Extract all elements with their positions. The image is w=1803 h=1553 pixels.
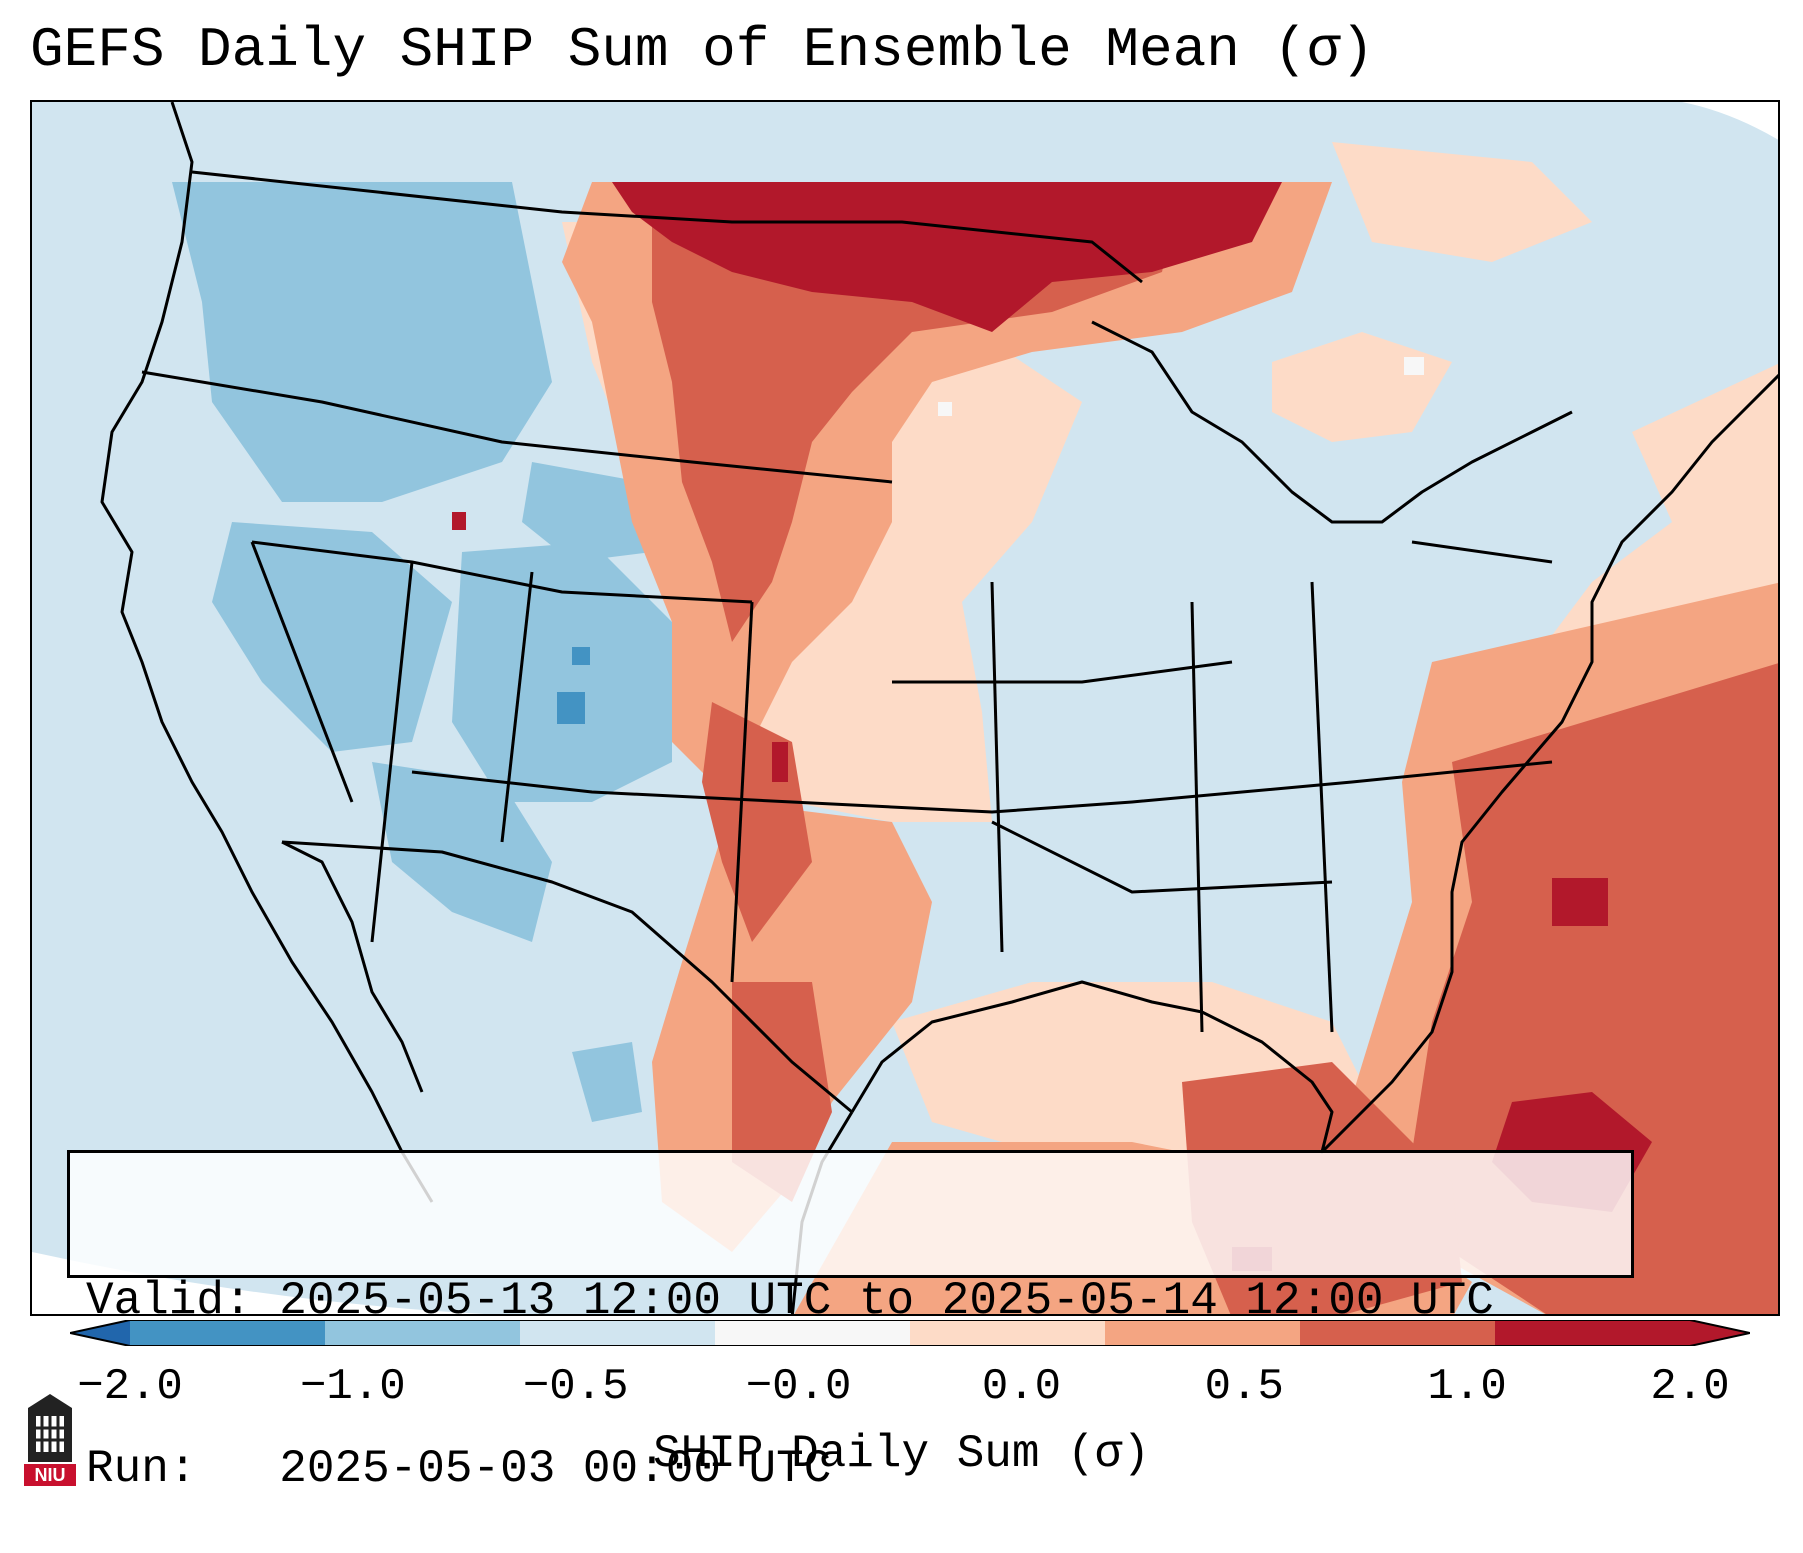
us-canada-border	[191, 170, 1143, 284]
state-line-2	[251, 540, 753, 604]
valid-time-box: Valid: 2025-05-13 12:00 UTC to 2025-05-1…	[67, 1150, 1634, 1495]
coastlines-and-borders	[100, 102, 1778, 1314]
pacific-coastline	[100, 102, 434, 1203]
run-value: 2025-05-03 00:00 UTC	[279, 1443, 832, 1495]
colorbar-tick-label: 0.5	[1204, 1362, 1284, 1412]
colorbar-label: SHIP Daily Sum (σ)	[653, 1428, 1150, 1480]
state-line-7	[730, 601, 754, 983]
state-line-12	[991, 820, 1333, 894]
colorbar-segment	[1495, 1320, 1691, 1346]
state-line-1	[141, 370, 893, 484]
projection-corner-left	[32, 1252, 485, 1314]
colorbar-segment	[910, 1320, 1106, 1346]
run-label: Run:	[86, 1443, 197, 1495]
colorbar-segment	[1300, 1320, 1496, 1346]
logo-text: NIU	[35, 1465, 66, 1485]
state-line-13	[1411, 540, 1553, 564]
colorbar-segment	[325, 1320, 521, 1346]
negative-anomaly-areas	[62, 182, 1752, 1272]
strong-negative-anomaly-spots	[557, 647, 590, 724]
projection-corner-top	[1682, 102, 1778, 140]
colorbar-tick-label: −1.0	[300, 1362, 406, 1412]
state-line-4	[500, 571, 534, 843]
state-line-6	[250, 541, 354, 803]
colorbar-tick-label: −0.0	[745, 1362, 852, 1412]
map-panel	[30, 100, 1780, 1316]
state-line-8	[990, 581, 1004, 953]
colorbar-tick-label: −0.5	[522, 1362, 629, 1412]
state-line-11	[892, 660, 1233, 684]
colorbar-segment	[1105, 1320, 1301, 1346]
great-lakes-shore	[1091, 320, 1573, 524]
colorbar-tick-label: 0.0	[981, 1362, 1062, 1412]
neutral-anomaly-spots	[938, 357, 1424, 416]
valid-label: Valid:	[86, 1275, 252, 1327]
colorbar-segment	[130, 1320, 326, 1346]
state-line-3	[411, 760, 1553, 814]
run-row: Run: 2025-05-03 00:00 UTC	[86, 1441, 1615, 1497]
map-title: GEFS Daily SHIP Sum of Ensemble Mean (σ)	[30, 18, 1375, 82]
niu-logo: NIU	[24, 1394, 76, 1486]
colorbar-tick-label: 1.0	[1427, 1362, 1507, 1412]
colorbar-segment	[715, 1320, 911, 1346]
state-line-10	[1310, 581, 1334, 1033]
colorbar-extend-high	[1690, 1320, 1750, 1346]
state-line-9	[1190, 601, 1204, 1033]
valid-value: 2025-05-13 12:00 UTC to 2025-05-14 12:00…	[279, 1275, 1494, 1327]
colorbar-tick-label: 2.0	[1650, 1362, 1730, 1412]
colorbar	[70, 1320, 1750, 1346]
us-mexico-border	[281, 840, 853, 1114]
anomaly-map	[32, 102, 1778, 1314]
colorbar-segment	[520, 1320, 716, 1346]
atlantic-gulf-coastline	[850, 373, 1778, 1154]
colorbar-tick-label: −2.0	[77, 1362, 183, 1412]
state-line-5	[370, 561, 414, 943]
baja-coastline	[281, 840, 424, 1093]
colorbar-extend-low	[70, 1320, 130, 1346]
valid-row: Valid: 2025-05-13 12:00 UTC to 2025-05-1…	[86, 1273, 1615, 1329]
